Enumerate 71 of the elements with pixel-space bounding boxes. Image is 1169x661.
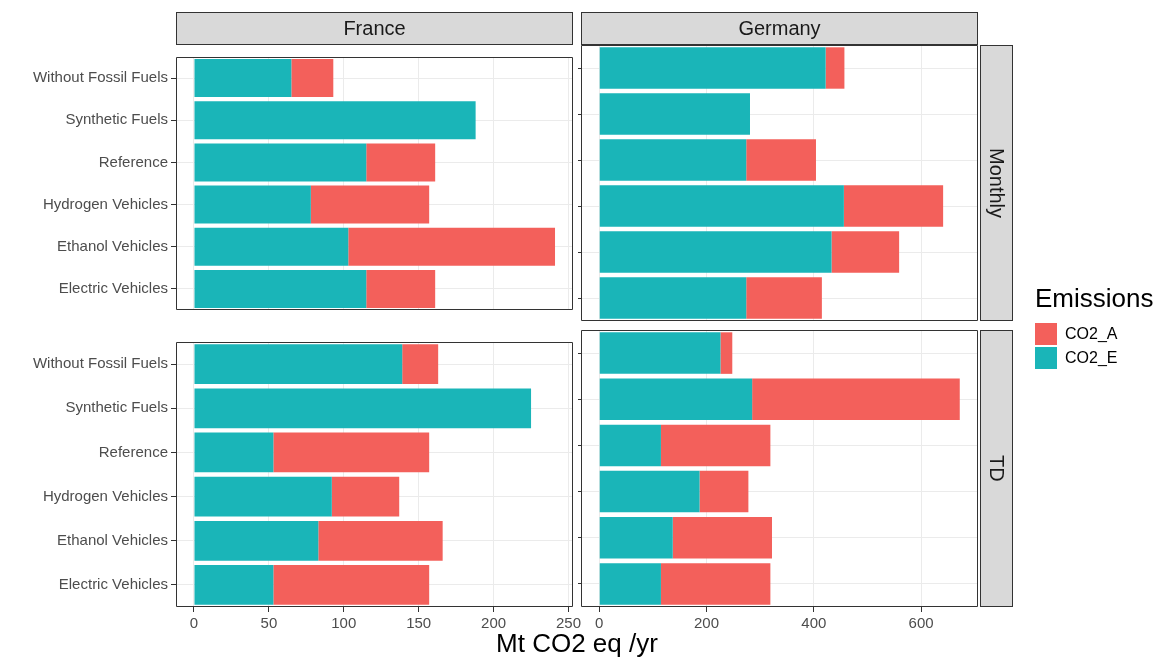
bar (194, 227, 349, 266)
bar (599, 47, 826, 89)
bar (194, 476, 332, 517)
bar (194, 269, 367, 308)
bar (599, 139, 747, 181)
y-tick-label: Electric Vehicles (58, 575, 168, 593)
bar (843, 185, 944, 227)
bar (273, 432, 430, 473)
x-tick-label: 200 (694, 614, 720, 632)
bar (599, 277, 747, 319)
bar (194, 344, 403, 384)
y-tick-label: Without Fossil Fuels (32, 354, 168, 372)
x-tick-label: 400 (801, 614, 827, 632)
bar (273, 565, 430, 605)
bar (331, 476, 400, 517)
y2-axis-title: TD (980, 330, 1013, 607)
bar (194, 520, 319, 561)
y-tick-label: Hydrogen Vehicles (42, 486, 168, 504)
bar (720, 332, 733, 374)
bar (194, 101, 476, 140)
x-tick-label: 0 (189, 614, 199, 632)
bar (672, 516, 772, 559)
y-tick-label: Reference (98, 442, 168, 460)
bar (194, 388, 532, 429)
bar (599, 516, 673, 559)
y2-axis-title: Monthly (980, 45, 1013, 321)
x-tick-label: 50 (260, 614, 278, 632)
bar (194, 143, 367, 182)
bar (194, 565, 274, 605)
bar (699, 470, 749, 513)
bar (825, 47, 845, 89)
bar (366, 269, 436, 308)
legend-title: Emissions (1035, 283, 1154, 314)
bar (660, 563, 771, 605)
bar (366, 143, 436, 182)
bar (746, 139, 816, 181)
bar (831, 231, 900, 273)
chart-title: France (176, 12, 573, 45)
bar (310, 185, 430, 224)
bar (746, 277, 822, 319)
y-tick-label: Ethanol Vehicles (57, 530, 168, 548)
legend-label: CO2_A (1065, 325, 1118, 343)
bar (660, 424, 771, 467)
y-tick-label: Ethanol Vehicles (57, 236, 168, 254)
bar (599, 470, 700, 513)
bar (599, 185, 844, 227)
bar (599, 563, 661, 605)
bar (291, 59, 334, 98)
bar (599, 332, 721, 374)
bar (599, 378, 753, 421)
y-tick-label: Reference (98, 152, 168, 170)
x-tick-label: 600 (908, 614, 934, 632)
chart-title: Germany (581, 12, 978, 45)
y-tick-label: Synthetic Fuels (65, 398, 168, 416)
bar (402, 344, 439, 384)
x-tick-label: 150 (406, 614, 432, 632)
y-tick-label: Synthetic Fuels (65, 110, 168, 128)
bar (194, 59, 292, 98)
bar (599, 93, 750, 135)
legend-label: CO2_E (1065, 349, 1118, 367)
x-tick-label: 100 (331, 614, 357, 632)
bar (194, 432, 274, 473)
y-tick-label: Hydrogen Vehicles (42, 194, 168, 212)
bar (318, 520, 443, 561)
y-tick-label: Without Fossil Fuels (32, 68, 168, 86)
bar (599, 424, 661, 467)
bar (752, 378, 960, 421)
bar (348, 227, 556, 266)
bar (194, 185, 311, 224)
bar (599, 231, 832, 273)
y-tick-label: Electric Vehicles (58, 279, 168, 297)
